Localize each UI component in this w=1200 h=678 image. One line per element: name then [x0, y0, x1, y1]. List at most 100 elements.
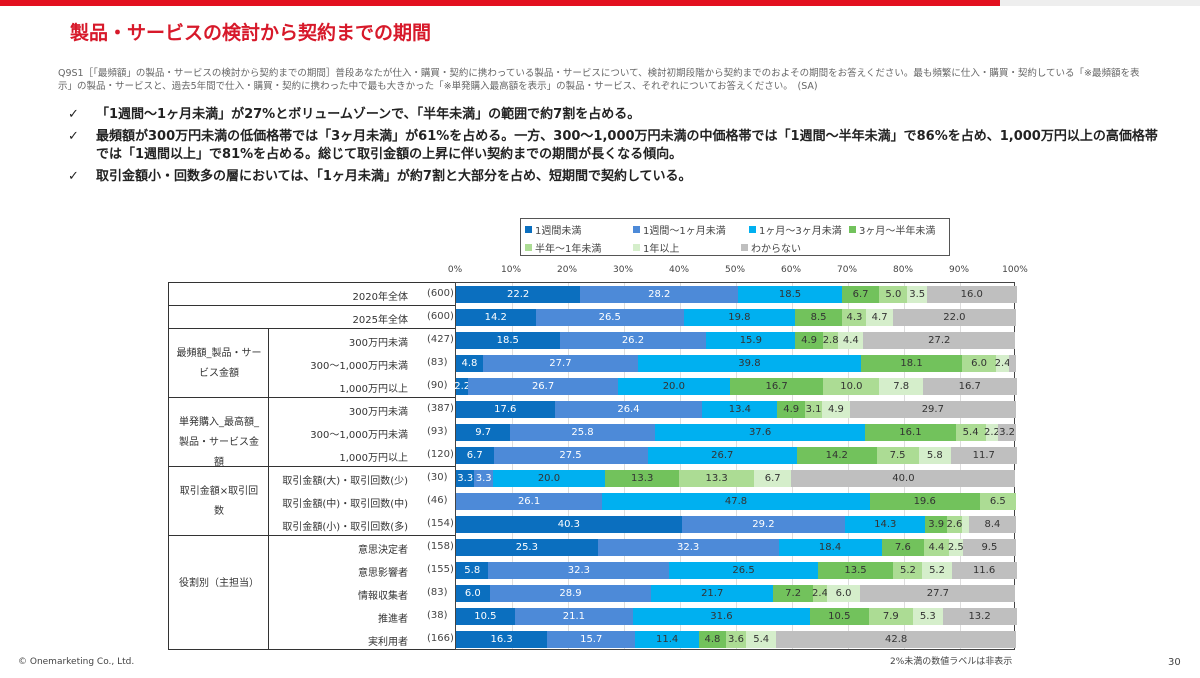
- bar-segment: 4.4: [838, 332, 864, 349]
- bar-segment: 3.5: [907, 286, 927, 303]
- bar-segment: 26.5: [669, 562, 818, 579]
- bar-value-label: 40.0: [892, 473, 915, 484]
- bar-value-label: 26.7: [531, 381, 555, 392]
- bar-value-label: 5.0: [885, 289, 902, 300]
- bar-segment: 11.7: [951, 447, 1017, 464]
- chart-legend: 1週間未満 1週間～1ヶ月未満 1ヶ月～3ヶ月未満 3ヶ月～半年未満 半年～1年未満 1年…: [520, 218, 950, 256]
- bar-segment: 28.9: [489, 585, 652, 602]
- bar-value-label: 4.4: [842, 335, 859, 346]
- bar-segment: 6.0: [826, 585, 861, 602]
- row-sample-size: (154): [427, 517, 454, 529]
- bar-segment: 17.6: [456, 401, 555, 418]
- bar-value-label: 18.5: [496, 335, 519, 346]
- bar-value-label: 3.9: [928, 519, 945, 530]
- bar-value-label: 4.9: [828, 404, 844, 415]
- bar-segment: 2.6: [946, 516, 963, 533]
- finding-item: ✓ 「1週間～1ヶ月未満」が27%とボリュームゾーンで、「半年未満」の範囲で約7割…: [68, 106, 1158, 124]
- bar-value-label: 26.4: [617, 404, 640, 415]
- bar-segment: 9.5: [962, 539, 1016, 556]
- bar-value-label: 15.7: [580, 634, 603, 645]
- bar-segment: 5.8: [456, 562, 489, 579]
- group-divider: [169, 305, 456, 306]
- bar-segment: 22.0: [892, 309, 1016, 326]
- bar-value-label: 29.7: [921, 404, 944, 415]
- legend-swatch: [525, 226, 532, 233]
- bar-value-label: 11.6: [972, 565, 996, 576]
- group-label: 取引金額×取引回数: [179, 485, 259, 517]
- bar-segment: 32.3: [597, 539, 779, 556]
- bar-value-label: 10.5: [828, 611, 851, 622]
- bar-value-label: 47.8: [724, 496, 748, 507]
- gridline: [568, 283, 569, 649]
- bar-value-label: 26.5: [598, 312, 621, 323]
- bar-value-label: 26.1: [517, 496, 541, 507]
- bar-segment: 20.0: [617, 378, 730, 395]
- bar-value-label: 25.8: [571, 427, 594, 438]
- bar-value-label: 7.2: [785, 588, 802, 599]
- bar-value-label: 19.6: [913, 496, 936, 507]
- key-findings: ✓ 「1週間～1ヶ月未満」が27%とボリュームゾーンで、「半年未満」の範囲で約7割…: [68, 106, 1158, 190]
- bar-segment: 18.5: [456, 332, 560, 349]
- bar-value-label: 4.4: [928, 542, 945, 553]
- check-icon: ✓: [68, 107, 79, 122]
- bar-segment: 32.3: [488, 562, 670, 579]
- bar-value-label: 3.6: [728, 634, 744, 645]
- bar-value-label: 7.5: [889, 450, 906, 461]
- x-tick-label: 50%: [724, 265, 746, 275]
- bar-value-label: 5.2: [929, 565, 945, 576]
- legend-swatch: [849, 226, 856, 233]
- bar-value-label: 6.0: [464, 588, 481, 599]
- bar-segment: 6.7: [753, 470, 792, 487]
- legend-item: わからない: [741, 240, 801, 255]
- bar-segment: 10.5: [456, 608, 515, 625]
- row-label-table: 最頻額_製品・サービス金額 単発購入_最高額_製品・サービス金額 取引金額×取引回数…: [168, 282, 456, 650]
- bar-value-label: 9.5: [981, 542, 998, 553]
- bar-value-label: 22.0: [943, 312, 966, 323]
- row-sample-size: (427): [427, 333, 454, 345]
- bar-segment: 15.9: [706, 332, 796, 349]
- bar-value-label: 20.0: [537, 473, 561, 484]
- bar-value-label: 4.8: [704, 634, 721, 645]
- bar-segment: 18.1: [860, 355, 963, 372]
- bar-segment: 14.3: [845, 516, 926, 533]
- bar-segment: 6.7: [841, 286, 880, 303]
- legend-swatch: [633, 226, 640, 233]
- bar-segment: 40.3: [456, 516, 682, 533]
- legend-swatch: [749, 226, 756, 233]
- bar-segment: 8.4: [968, 516, 1016, 533]
- bar-segment: 16.7: [923, 378, 1017, 395]
- bar-segment: 10.0: [823, 378, 880, 395]
- finding-text: 取引金額小・回数多の層においては、「1ヶ月未満」が約7割と大部分を占め、短期間で…: [96, 169, 692, 184]
- bar-segment: 21.7: [651, 585, 773, 602]
- bar-value-label: 21.1: [562, 611, 585, 622]
- bar-value-label: 16.1: [899, 427, 922, 438]
- bar-value-label: 8.5: [810, 312, 827, 323]
- bar-segment: 19.6: [869, 493, 980, 510]
- bar-value-label: 2.5: [947, 542, 964, 553]
- legend-swatch: [741, 244, 748, 251]
- bar-value-label: 7.6: [894, 542, 911, 553]
- bar-segment: 29.7: [849, 401, 1016, 418]
- bar-value-label: 8.4: [984, 519, 1001, 530]
- bar-segment: 26.2: [559, 332, 707, 349]
- gridline: [904, 283, 905, 649]
- bar-value-label: 3.3: [475, 473, 492, 484]
- bar-segment: 2.4: [995, 355, 1011, 372]
- bar-segment: 2.2: [454, 378, 470, 395]
- bar-value-label: 2.6: [946, 519, 963, 530]
- bar-segment: 6.0: [456, 585, 490, 602]
- bar-value-label: 17.6: [494, 404, 517, 415]
- bar-segment: 26.4: [554, 401, 703, 418]
- bar-value-label: 6.7: [852, 289, 869, 300]
- bar-segment: 47.8: [602, 493, 870, 510]
- bar-segment: 5.8: [918, 447, 952, 464]
- bar-segment: 11.4: [635, 631, 700, 648]
- bar-value-label: 32.3: [567, 565, 591, 576]
- bar-segment: 7.8: [879, 378, 924, 395]
- bar-segment: 26.7: [468, 378, 618, 395]
- bar-segment: 18.4: [778, 539, 882, 556]
- bar-value-label: 4.3: [846, 312, 863, 323]
- bar-segment: 14.2: [797, 447, 877, 464]
- bar-value-label: 2.4: [812, 588, 828, 599]
- group-label: 単発購入_最高額_製品・サービス金額: [179, 416, 259, 468]
